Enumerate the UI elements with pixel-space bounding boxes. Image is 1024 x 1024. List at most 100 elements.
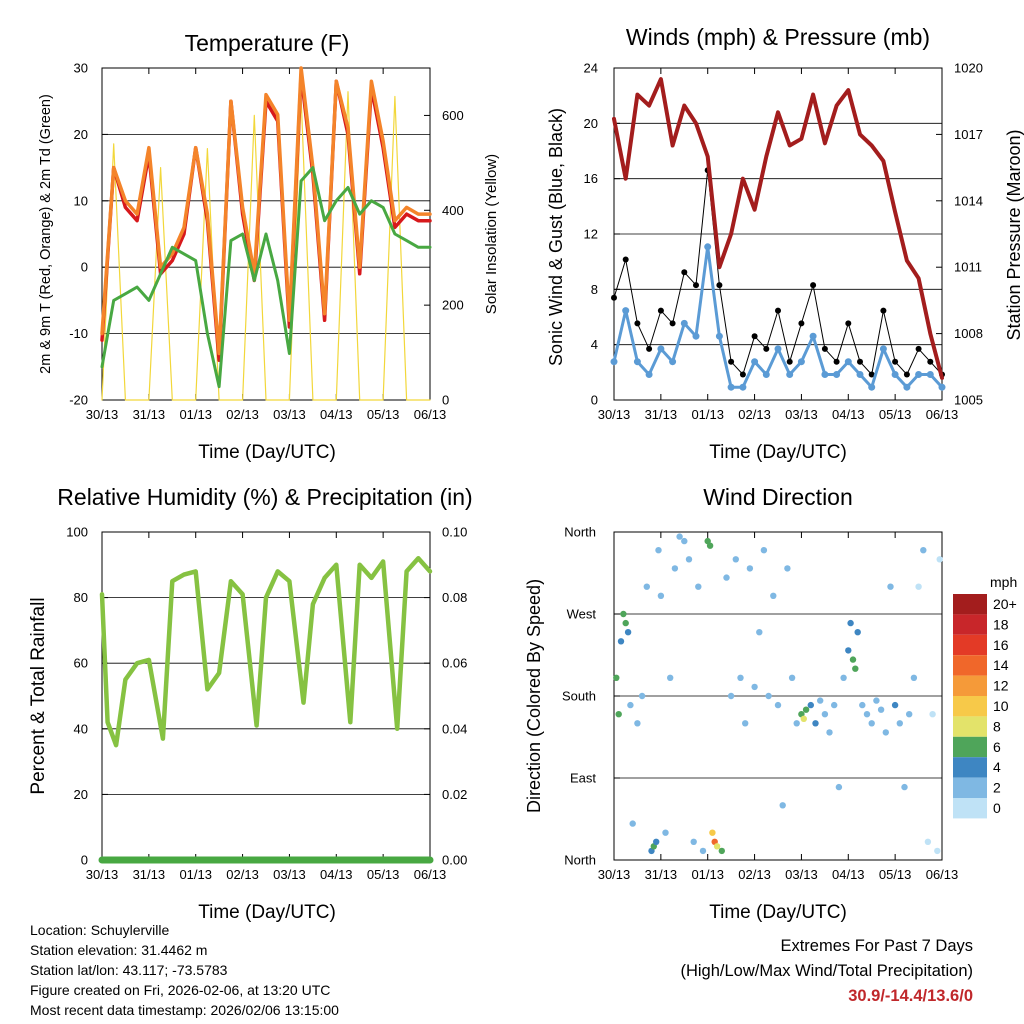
x-tick-label: 03/13 — [785, 407, 818, 422]
y-tick-label: 16 — [584, 171, 598, 186]
x-tick-label: 06/13 — [414, 867, 447, 882]
recent-data-text: Most recent data timestamp: 2026/02/06 1… — [30, 1002, 339, 1018]
y2-tick-label: 600 — [442, 108, 464, 123]
humidity-x-ticks: 30/13 31/13 01/13 02/13 03/13 04/13 05/13 06/13 — [86, 867, 447, 882]
direction-point — [751, 683, 758, 691]
direction-point — [852, 665, 859, 672]
direction-point — [802, 706, 810, 713]
y-tick-label: -10 — [69, 326, 88, 341]
y-tick-label: 4 — [591, 337, 598, 352]
y2-tick-label: 0.00 — [442, 853, 467, 868]
y-tick-label: 24 — [584, 61, 598, 76]
direction-point — [901, 783, 908, 791]
x-tick-label: 02/13 — [738, 867, 771, 882]
location-text: Location: Schuylerville — [30, 922, 170, 938]
extremes-title: Extremes For Past 7 Days — [780, 937, 973, 955]
humidity-y-ticks: 100 80 60 40 20 0 — [66, 525, 88, 868]
x-tick-label: 01/13 — [179, 867, 212, 882]
legend-label: 10 — [993, 698, 1009, 714]
legend-swatch — [953, 675, 987, 696]
x-tick-label: 02/13 — [738, 407, 771, 422]
direction-point — [732, 556, 739, 563]
direction-point — [835, 783, 843, 791]
direction-point — [920, 547, 927, 554]
x-tick-label: 30/13 — [598, 867, 631, 882]
y-tick-label: 60 — [74, 656, 88, 671]
direction-point — [643, 583, 650, 590]
humidity-x-label: Time (Day/UTC) — [198, 902, 336, 923]
y-tick-label: South — [562, 689, 596, 704]
solar-y2-ticks: 600 400 200 0 — [442, 108, 464, 408]
direction-point — [924, 838, 932, 845]
direction-point — [774, 701, 782, 709]
extremes-values: 30.9/-14.4/13.6/0 — [848, 987, 973, 1005]
direction-point — [629, 820, 636, 827]
direction-point — [760, 547, 768, 554]
x-tick-label: 02/13 — [226, 407, 259, 422]
wind-direction-points — [613, 533, 943, 855]
y-tick-label: 20 — [74, 127, 88, 142]
direction-point — [765, 692, 772, 700]
y-tick-label: West — [567, 607, 597, 622]
x-tick-label: 30/13 — [598, 407, 631, 422]
legend-swatch — [953, 594, 987, 615]
legend-label: 14 — [993, 657, 1009, 673]
direction-point — [868, 720, 875, 727]
direction-point — [709, 829, 716, 836]
y-tick-label: 10 — [74, 193, 88, 208]
direction-point — [727, 692, 735, 700]
direction-point — [873, 697, 880, 704]
x-tick-label: 06/13 — [414, 407, 447, 422]
pressure-y2-ticks: 1020 1017 1014 1011 1008 1005 — [954, 61, 983, 408]
direction-point — [667, 674, 674, 681]
direction-point — [807, 701, 814, 709]
series-line-pressure — [612, 77, 944, 380]
direction-point — [742, 720, 749, 727]
direction-point — [685, 556, 693, 563]
wind-direction-x-label: Time (Day/UTC) — [709, 902, 847, 923]
series-line-wind — [612, 245, 944, 389]
x-tick-label: 31/13 — [133, 407, 166, 422]
direction-point — [854, 629, 861, 636]
humidity-y-label: Percent & Total Rainfall — [28, 597, 49, 794]
y2-tick-label: 1014 — [954, 193, 983, 208]
series-line-9m-t — [100, 66, 432, 356]
direction-point — [615, 711, 622, 718]
direction-point — [936, 556, 943, 563]
legend-label: 8 — [993, 718, 1001, 734]
x-tick-label: 04/13 — [320, 867, 353, 882]
legend-title: mph — [990, 574, 1017, 590]
x-tick-label: 01/13 — [691, 407, 724, 422]
direction-point — [634, 720, 641, 727]
temperature-panel: Temperature (F) 30 20 10 0 -10 -20 600 400 200 0… — [38, 30, 500, 463]
x-tick-label: 03/13 — [273, 407, 306, 422]
direction-point — [706, 542, 714, 549]
winds-y-label: Sonic Wind & Gust (Blue, Black) — [546, 108, 566, 366]
legend-swatch — [953, 798, 987, 819]
x-tick-label: 01/13 — [691, 867, 724, 882]
x-tick-label: 04/13 — [832, 407, 865, 422]
wind-direction-y-label: Direction (Colored By Speed) — [524, 579, 544, 813]
direction-point — [770, 592, 777, 599]
y2-tick-label: 1005 — [954, 393, 983, 408]
direction-point — [887, 583, 894, 590]
direction-point — [676, 533, 683, 540]
legend-swatch — [953, 634, 987, 656]
legend-label: 2 — [993, 780, 1001, 796]
direction-point — [653, 838, 660, 845]
y-tick-label: 12 — [584, 227, 598, 242]
direction-point — [617, 638, 625, 645]
direction-point — [821, 711, 829, 718]
humidity-plot-frame — [101, 531, 431, 861]
wind-direction-y-ticks: North West South East North — [562, 525, 596, 868]
y2-tick-label: 0.10 — [442, 525, 467, 540]
humidity-panel: Relative Humidity (%) & Precipitation (i… — [28, 484, 473, 923]
x-tick-label: 30/13 — [86, 407, 119, 422]
wind-direction-grid — [613, 531, 943, 861]
direction-point — [800, 715, 807, 722]
y-tick-label: 0 — [81, 260, 88, 275]
direction-point — [620, 610, 627, 618]
x-tick-label: 05/13 — [367, 867, 400, 882]
y2-tick-label: 0 — [442, 393, 449, 408]
y-tick-label: 0 — [81, 853, 88, 868]
